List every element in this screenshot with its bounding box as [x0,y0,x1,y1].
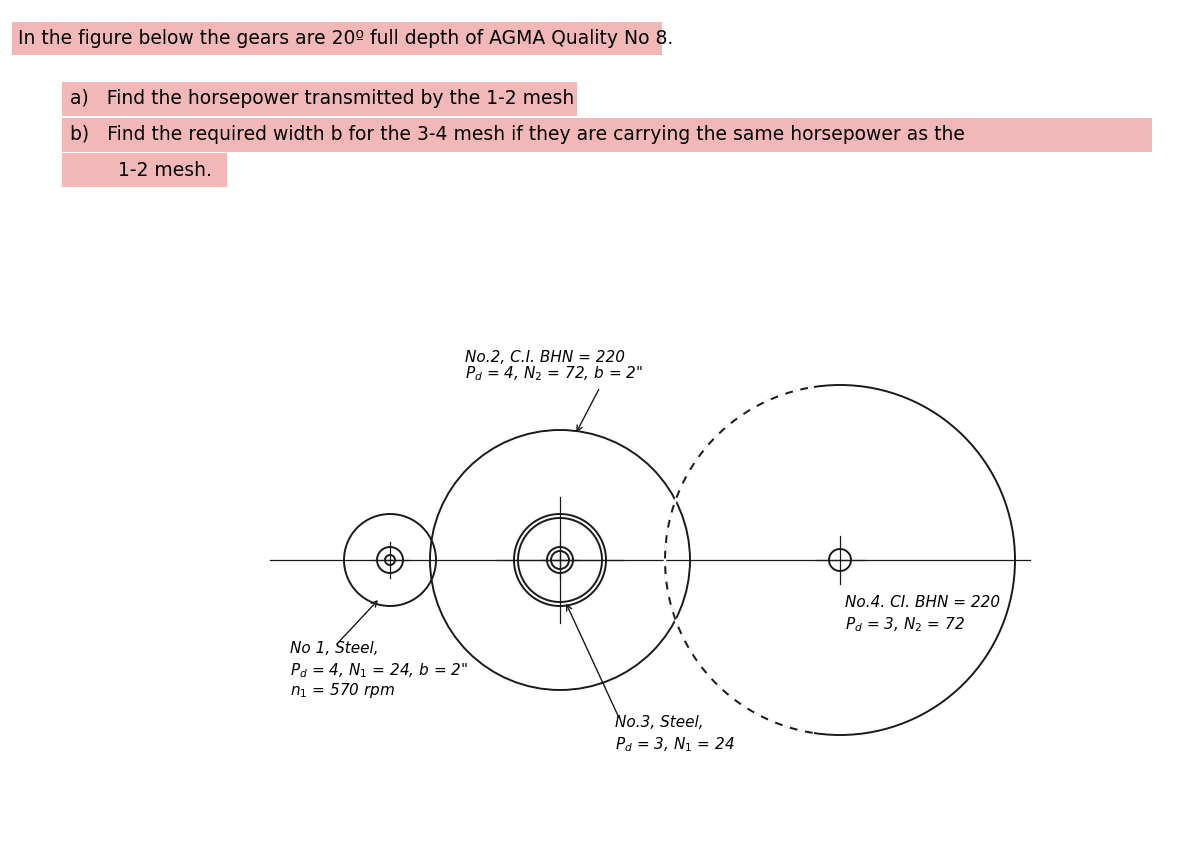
Text: 1-2 mesh.: 1-2 mesh. [70,160,212,179]
Text: No.2, C.I. BHN = 220: No.2, C.I. BHN = 220 [466,350,625,365]
Bar [62,118,1152,152]
Bar [62,153,227,187]
Text: $n_1$ = 570 rpm: $n_1$ = 570 rpm [290,681,395,700]
Text: No.3, Steel,: No.3, Steel, [616,715,703,730]
Bar [12,22,662,55]
Text: $P_d$ = 3, $N_2$ = 72: $P_d$ = 3, $N_2$ = 72 [845,615,965,634]
Text: $P_d$ = 4, $N_1$ = 24, $b$ = 2": $P_d$ = 4, $N_1$ = 24, $b$ = 2" [290,661,468,679]
Text: $P_d$ = 4, $N_2$ = 72, $b$ = 2": $P_d$ = 4, $N_2$ = 72, $b$ = 2" [466,364,643,383]
Text: a)   Find the horsepower transmitted by the 1-2 mesh: a) Find the horsepower transmitted by th… [70,90,575,108]
Text: No 1, Steel,: No 1, Steel, [290,641,379,656]
Text: b)   Find the required width b for the 3-4 mesh if they are carrying the same ho: b) Find the required width b for the 3-4… [70,126,965,145]
Text: $P_d$ = 3, $N_1$ = 24: $P_d$ = 3, $N_1$ = 24 [616,735,734,753]
Bar [62,82,577,116]
Text: No.4. CI. BHN = 220: No.4. CI. BHN = 220 [845,595,1000,610]
Text: In the figure below the gears are 20º full depth of AGMA Quality No 8.: In the figure below the gears are 20º fu… [18,29,673,48]
